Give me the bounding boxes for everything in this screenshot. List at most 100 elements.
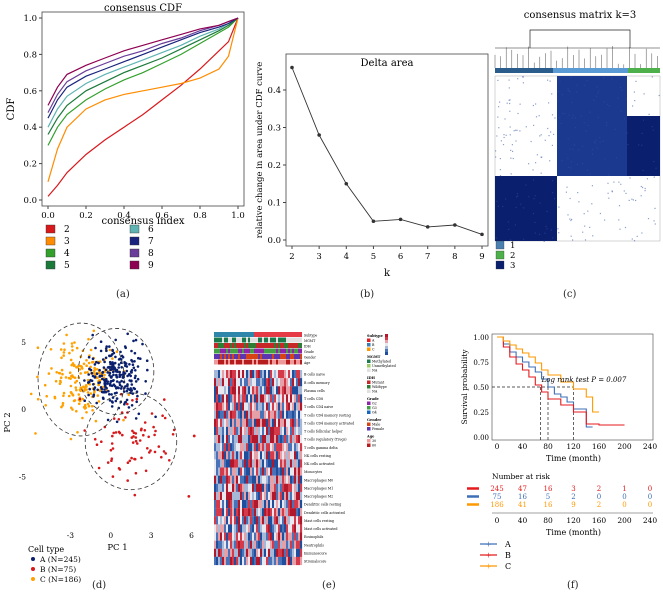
scatter-point-0 (111, 357, 114, 360)
heatmap-cell (276, 378, 279, 387)
heatmap-cell (236, 548, 239, 557)
heatmap-cell (268, 524, 271, 533)
legend-swatch-k8 (129, 248, 140, 258)
annotation-cell (242, 348, 244, 354)
heatmap-cell (234, 556, 237, 566)
heatmap-cell (298, 491, 301, 501)
heatmap-cell (256, 443, 259, 452)
heatmap-cell (274, 508, 277, 517)
scatter-point-1 (93, 376, 97, 379)
heatmap-cell (294, 467, 297, 476)
heatmap-cell (276, 483, 279, 492)
x-tick-label: 0.4 (117, 211, 131, 221)
heatmap-cell (264, 540, 267, 549)
annotation-cell (268, 348, 270, 354)
heatmap-cell (222, 386, 225, 395)
annotation-cell (270, 332, 272, 337)
heatmap-cell (300, 516, 303, 525)
heatmap-cell (272, 516, 275, 525)
heatmap-cell (274, 435, 277, 444)
legend-swatch-k3 (45, 236, 56, 246)
annotation-cell (298, 343, 300, 348)
scatter-point-2 (112, 431, 115, 435)
scatter-point-2 (162, 450, 166, 453)
heatmap-cell (266, 516, 269, 525)
heatmap-cell (256, 548, 259, 557)
heatmap-cell (220, 378, 223, 387)
heatmap-cell (214, 451, 217, 460)
annotation-cell (220, 337, 222, 343)
heatmap-cell (264, 524, 267, 533)
annotation-cell (278, 359, 280, 365)
annotation-cell (230, 348, 232, 354)
x-tick-label: 2 (289, 252, 294, 262)
risk-x-tick-label: 120 (566, 516, 581, 525)
heatmap-cell (280, 540, 283, 549)
heatmap-cell (254, 475, 257, 484)
matrix-noise (528, 163, 530, 165)
heatmap-cell (290, 418, 293, 427)
matrix-noise (535, 162, 537, 164)
heatmap-cell (260, 410, 263, 419)
heatmap-cell (292, 426, 295, 436)
matrix-noise (561, 94, 563, 96)
heatmap-cell (234, 402, 237, 411)
matrix-block-2 (557, 76, 627, 176)
heatmap-cell (234, 426, 237, 436)
risk-cell: 0 (648, 485, 652, 493)
heatmap-cell (252, 451, 255, 460)
heatmap-cell (278, 500, 281, 509)
heatmap-cell (282, 475, 285, 484)
heatmap-cell (262, 418, 265, 427)
scatter-point-0 (97, 400, 101, 403)
heatmap-cell (216, 540, 219, 549)
matrix-noise (603, 77, 605, 79)
heatmap-cell (252, 435, 255, 444)
heatmap-cell (276, 370, 279, 379)
heatmap-cell (254, 386, 257, 395)
annotation-cell (216, 359, 218, 365)
heatmap-cell (254, 556, 257, 566)
heatmap-cell (230, 435, 233, 444)
annotation-cell (222, 348, 224, 354)
scatter-point-2 (110, 459, 113, 462)
heatmap-cell (266, 532, 269, 541)
scatter-point-1 (117, 366, 120, 369)
annotation-cell (260, 359, 262, 365)
annotation-cell (222, 332, 224, 337)
heatmap-cell (222, 402, 225, 411)
annotation-cell (234, 343, 236, 348)
heatmap-cell (228, 467, 231, 476)
matrix-noise (546, 228, 548, 230)
heatmap-cell (216, 443, 219, 452)
matrix-noise (566, 186, 568, 188)
heatmap-cell (274, 467, 277, 476)
heatmap-cell (226, 475, 229, 484)
matrix-noise (540, 172, 542, 174)
heatmap-cell (218, 540, 221, 549)
scatter-point-2 (133, 457, 137, 461)
heatmap-cell (286, 443, 289, 452)
heatmap-cell (228, 443, 231, 452)
heatmap-cell (240, 516, 243, 525)
matrix-noise (584, 239, 587, 241)
annotation-cell (252, 348, 254, 354)
heatmap-cell (214, 508, 217, 517)
matrix-noise (572, 148, 574, 150)
heatmap-legend-head: Subtype (367, 334, 384, 338)
annotation-cell (284, 332, 286, 337)
heatmap-cell (264, 451, 267, 460)
matrix-noise (517, 112, 519, 115)
heatmap-cell (242, 508, 245, 517)
scatter-point-1 (111, 370, 115, 374)
heatmap-cell (270, 467, 273, 476)
scatter-point-1 (120, 366, 123, 369)
heatmap-cell (272, 467, 275, 476)
y-tick-label: 5 (21, 338, 26, 347)
heatmap-cell (218, 467, 221, 476)
heatmap-cell (218, 386, 221, 395)
heatmap-cell (292, 508, 295, 517)
heatmap-cell (244, 418, 247, 427)
heatmap-cell (252, 418, 255, 427)
matrix-noise (508, 79, 510, 81)
